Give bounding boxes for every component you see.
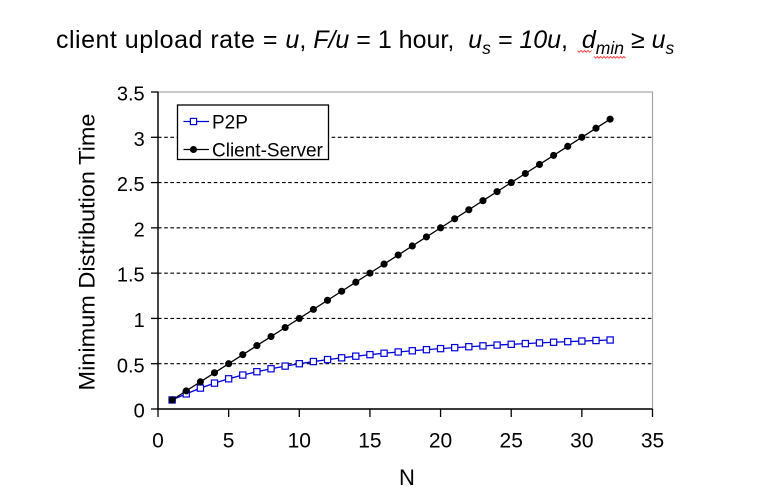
- svg-text:5: 5: [223, 430, 235, 453]
- svg-text:25: 25: [500, 430, 523, 453]
- svg-text:1: 1: [134, 310, 145, 332]
- svg-text:0: 0: [134, 401, 145, 423]
- svg-text:P2P: P2P: [212, 113, 248, 134]
- svg-text:1.5: 1.5: [117, 265, 145, 287]
- svg-text:0: 0: [152, 430, 164, 453]
- svg-text:2: 2: [134, 220, 145, 242]
- svg-text:20: 20: [429, 430, 452, 453]
- svg-text:3.5: 3.5: [117, 84, 145, 106]
- svg-text:0.5: 0.5: [117, 355, 145, 377]
- svg-text:Minimum Distribution Time: Minimum Distribution Time: [75, 114, 100, 391]
- svg-text:35: 35: [641, 430, 664, 453]
- svg-text:3: 3: [134, 129, 145, 151]
- svg-text:client upload rate = u, F/u =: client upload rate = u, F/u = 1 hour, us…: [56, 26, 675, 58]
- svg-text:10: 10: [288, 430, 311, 453]
- svg-text:2.5: 2.5: [117, 174, 145, 196]
- svg-text:30: 30: [570, 430, 593, 453]
- svg-text:15: 15: [358, 430, 381, 453]
- svg-text:N: N: [399, 465, 415, 490]
- svg-text:Client-Server: Client-Server: [212, 141, 324, 162]
